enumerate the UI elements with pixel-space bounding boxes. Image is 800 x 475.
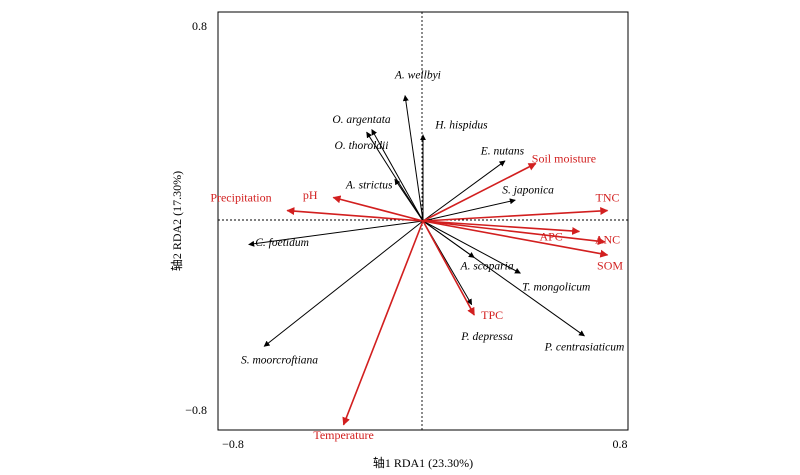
species-label-o-argentata: O. argentata bbox=[332, 114, 391, 126]
env-label-temperature: Temperature bbox=[313, 428, 373, 442]
species-label-s-japonica: S. japonica bbox=[502, 185, 554, 197]
species-arrow-a-strictus bbox=[394, 178, 424, 222]
env-label-apc: APC bbox=[539, 230, 562, 244]
env-label-tnc: TNC bbox=[596, 190, 620, 204]
species-arrow-p-centrasiaticum bbox=[422, 220, 585, 337]
species-arrow-e-nutans bbox=[422, 160, 506, 222]
plot-frame bbox=[217, 11, 629, 431]
env-arrow-temperature bbox=[342, 220, 424, 426]
species-label-p-depressa: P. depressa bbox=[460, 331, 513, 343]
env-arrow-precipitation bbox=[286, 207, 424, 222]
species-label-a-strictus: A. strictus bbox=[345, 179, 393, 191]
species-arrow-a-wellbyi bbox=[402, 95, 424, 222]
env-arrow-apc bbox=[422, 220, 581, 235]
x-tick-label-min: −0.8 bbox=[222, 437, 244, 451]
env-arrow-som bbox=[422, 220, 609, 258]
env-arrow-soil-moisture bbox=[422, 162, 537, 222]
species-label-t-mongolicum: T. mongolicum bbox=[522, 281, 590, 293]
species-vectors: A. wellbyi H. hispidus O. argentata O. thor… bbox=[241, 70, 624, 367]
species-label-e-nutans: E. nutans bbox=[480, 145, 525, 157]
env-arrow-tnc bbox=[422, 206, 609, 222]
env-label-precipitation: Precipitation bbox=[210, 190, 271, 204]
env-label-tpc: TPC bbox=[481, 308, 503, 322]
species-label-o-thoroldii: O. thoroldii bbox=[335, 140, 389, 152]
y-tick-label-min: −0.8 bbox=[185, 403, 207, 417]
env-arrow-tpc bbox=[422, 220, 475, 316]
species-arrow-c-foetidum bbox=[248, 220, 424, 247]
species-arrow-s-moorcroftiana bbox=[263, 220, 424, 347]
env-label-anc: ANC bbox=[595, 232, 620, 246]
env-label-som: SOM bbox=[597, 258, 623, 272]
y-tick-label-max: 0.8 bbox=[192, 19, 207, 33]
species-label-s-moorcroftiana: S. moorcroftiana bbox=[241, 354, 318, 366]
env-arrow-anc bbox=[422, 220, 606, 246]
species-label-h-hispidus: H. hispidus bbox=[434, 119, 488, 131]
species-label-c-foetidum: C. foetidum bbox=[255, 237, 309, 249]
environment-vectors: Soil moisture TNC APC ANC SOM TPC pH Precipitat… bbox=[210, 151, 623, 442]
species-arrow-t-mongolicum bbox=[422, 220, 521, 274]
species-arrow-o-argentata bbox=[371, 129, 424, 222]
species-label-a-wellbyi: A. wellbyi bbox=[394, 70, 441, 82]
x-tick-label-max: 0.8 bbox=[613, 437, 628, 451]
x-axis-title: 轴1 RDA1 (23.30%) bbox=[373, 455, 473, 470]
env-arrow-ph bbox=[332, 195, 424, 222]
species-arrow-s-japonica bbox=[422, 198, 516, 222]
species-label-p-centrasiaticum: P. centrasiaticum bbox=[544, 341, 625, 353]
env-label-ph: pH bbox=[303, 188, 318, 202]
env-label-soil-moisture: Soil moisture bbox=[532, 151, 596, 165]
y-axis-title: 轴2 RDA2 (17.30%) bbox=[169, 171, 184, 271]
